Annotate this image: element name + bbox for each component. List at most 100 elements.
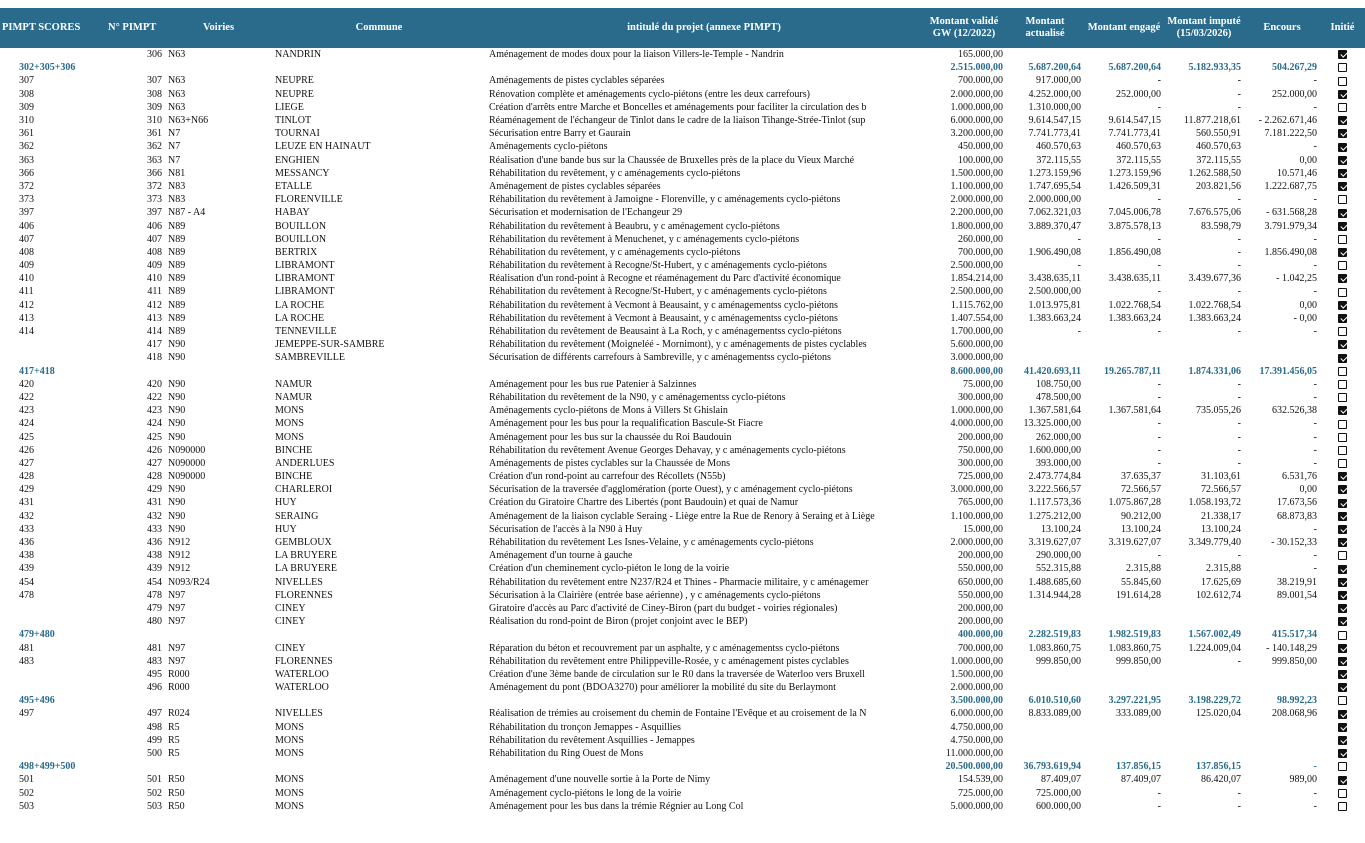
cell: 1.367.581,64	[1028, 405, 1082, 417]
cell: Création d'un rond-point au carrefour de…	[489, 471, 726, 483]
checkbox[interactable]	[1338, 485, 1347, 495]
cell: N90	[168, 378, 186, 390]
checkbox[interactable]	[1338, 445, 1347, 455]
checkbox[interactable]	[1338, 670, 1347, 680]
checkbox[interactable]	[1338, 155, 1347, 165]
cell: Réhabilitation du revêtement Les Isnes-V…	[489, 537, 814, 549]
checkbox[interactable]	[1338, 129, 1347, 139]
checkbox[interactable]	[1338, 63, 1347, 73]
cell: 1.013.975,81	[1028, 299, 1082, 311]
checkbox[interactable]	[1338, 643, 1347, 653]
checkbox[interactable]	[1338, 234, 1347, 244]
cell: 10.571,46	[1277, 167, 1317, 179]
cell: -	[1237, 101, 1241, 113]
checkbox[interactable]	[1338, 419, 1347, 429]
cell	[1320, 562, 1365, 575]
checkbox[interactable]	[1338, 116, 1347, 126]
checkbox[interactable]	[1338, 564, 1347, 574]
cell: MONS	[275, 734, 304, 746]
empty-cell	[1244, 734, 1320, 747]
checkbox[interactable]	[1338, 683, 1347, 693]
checkbox[interactable]	[1338, 327, 1347, 337]
cell: 550.000,00	[958, 563, 1003, 575]
checkbox[interactable]	[1338, 801, 1347, 811]
checkbox[interactable]	[1338, 736, 1347, 746]
checkbox[interactable]	[1338, 287, 1347, 297]
checkbox[interactable]	[1338, 604, 1347, 614]
checkbox[interactable]	[1338, 195, 1347, 205]
cell: 1.262.588,50	[1188, 167, 1242, 179]
cell: - 2.262.671,46	[1258, 115, 1317, 127]
checkbox[interactable]	[1338, 393, 1347, 403]
checkbox[interactable]	[1338, 208, 1347, 218]
cell	[1320, 351, 1365, 364]
cell: CHARLEROI	[275, 484, 333, 496]
cell: R50	[168, 787, 185, 799]
cell: 20.500.000,00	[945, 761, 1004, 773]
checkbox[interactable]	[1338, 617, 1347, 627]
cell: MONS	[275, 405, 304, 417]
checkbox[interactable]	[1338, 76, 1347, 86]
cell	[1320, 655, 1365, 668]
cell	[1320, 523, 1365, 536]
cell: R5	[168, 734, 180, 746]
checkbox[interactable]	[1338, 300, 1347, 310]
cell: 2.000.000,00	[1028, 194, 1082, 206]
cell: 300.000,00	[958, 391, 1003, 403]
cell: MONS	[275, 774, 304, 786]
checkbox[interactable]	[1338, 182, 1347, 192]
checkbox[interactable]	[1338, 656, 1347, 666]
checkbox[interactable]	[1338, 538, 1347, 548]
checkbox[interactable]	[1338, 340, 1347, 350]
cell: HABAY	[275, 207, 310, 219]
empty-cell	[1084, 602, 1164, 615]
checkbox[interactable]	[1338, 696, 1347, 706]
cell: 417	[147, 339, 162, 351]
cell: 479+480	[19, 629, 55, 641]
checkbox[interactable]	[1338, 366, 1347, 376]
checkbox[interactable]	[1338, 261, 1347, 271]
checkbox[interactable]	[1338, 788, 1347, 798]
cell: 208.068,96	[1272, 708, 1317, 720]
checkbox[interactable]	[1338, 762, 1347, 772]
cell: N81	[168, 167, 186, 179]
checkbox[interactable]	[1338, 103, 1347, 113]
empty-cell	[106, 365, 165, 378]
checkbox[interactable]	[1338, 274, 1347, 284]
checkbox[interactable]	[1338, 749, 1347, 759]
checkbox[interactable]	[1338, 248, 1347, 258]
checkbox[interactable]	[1338, 168, 1347, 178]
cell: 400.000,00	[958, 629, 1003, 641]
checkbox[interactable]	[1338, 50, 1347, 60]
cell: -	[1313, 563, 1317, 575]
checkbox[interactable]	[1338, 314, 1347, 324]
cell: 499	[147, 734, 162, 746]
checkbox[interactable]	[1338, 551, 1347, 561]
checkbox[interactable]	[1338, 590, 1347, 600]
table-row: 497 497 R024 NIVELLES Réalisation de trémies…	[0, 707, 1365, 720]
checkbox[interactable]	[1338, 432, 1347, 442]
checkbox[interactable]	[1338, 142, 1347, 152]
checkbox[interactable]	[1338, 406, 1347, 416]
checkbox[interactable]	[1338, 89, 1347, 99]
checkbox[interactable]	[1338, 775, 1347, 785]
cell: 262.000,00	[1036, 431, 1081, 443]
checkbox[interactable]	[1338, 577, 1347, 587]
checkbox[interactable]	[1338, 630, 1347, 640]
empty-cell	[1006, 48, 1084, 61]
checkbox[interactable]	[1338, 459, 1347, 469]
checkbox[interactable]	[1338, 709, 1347, 719]
checkbox[interactable]	[1338, 353, 1347, 363]
checkbox[interactable]	[1338, 221, 1347, 231]
empty-cell	[106, 760, 165, 773]
checkbox[interactable]	[1338, 722, 1347, 732]
cell: 1.407.554,00	[950, 312, 1004, 324]
checkbox[interactable]	[1338, 511, 1347, 521]
checkbox[interactable]	[1338, 472, 1347, 482]
checkbox[interactable]	[1338, 379, 1347, 389]
cell: Réhabilitation du revêtement à Recogne/S…	[489, 286, 827, 298]
cell: -	[1237, 233, 1241, 245]
cell: TOURNAI	[275, 128, 320, 140]
checkbox[interactable]	[1338, 498, 1347, 508]
checkbox[interactable]	[1338, 525, 1347, 535]
